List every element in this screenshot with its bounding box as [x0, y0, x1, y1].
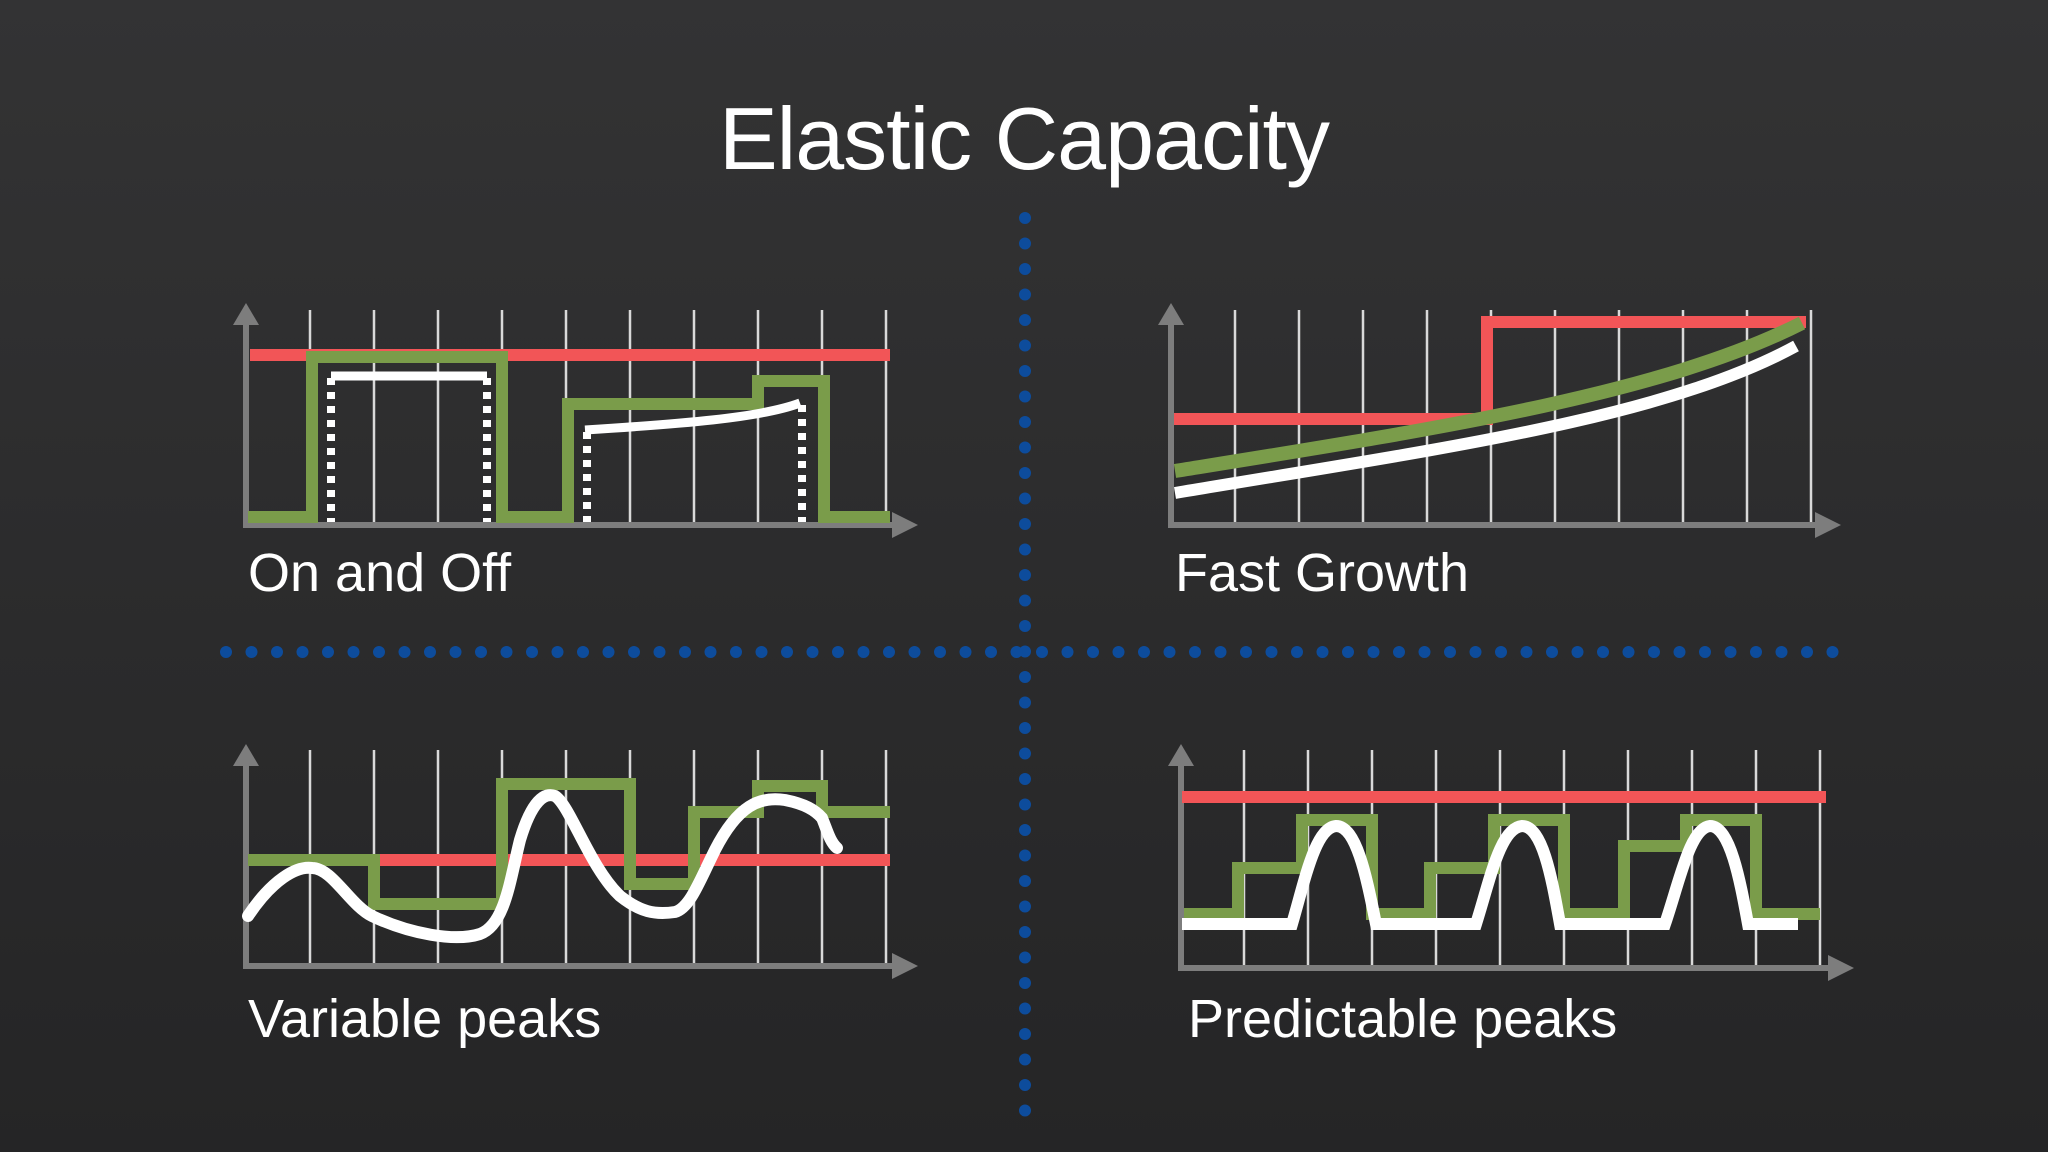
y-axis-arrow-icon — [1158, 303, 1184, 325]
demand-line — [327, 371, 806, 522]
elastic-capacity-line — [1173, 316, 1806, 478]
demand-line — [242, 789, 843, 944]
x-axis-arrow-icon — [1815, 512, 1841, 538]
panel-variable-peaks — [233, 744, 918, 979]
x-axis-arrow-icon — [892, 512, 918, 538]
x-axis-arrow-icon — [892, 953, 918, 979]
panel-label-fast-growth: Fast Growth — [1175, 543, 1470, 603]
panel-label-on-and-off: On and Off — [248, 543, 512, 603]
elastic-capacity-line — [248, 778, 890, 910]
elastic-capacity-line — [248, 351, 890, 523]
x-axis-arrow-icon — [1828, 955, 1854, 981]
y-axis-arrow-icon — [233, 744, 259, 766]
fixed-capacity-line — [1174, 316, 1806, 425]
demand-line — [1174, 340, 1799, 499]
chart-axes — [233, 303, 918, 538]
chart-axes — [233, 744, 918, 979]
chart-axes — [1168, 744, 1854, 981]
panel-fast-growth — [1158, 303, 1841, 538]
panel-label-variable-peaks: Variable peaks — [248, 989, 602, 1049]
panel-label-predictable-peaks: Predictable peaks — [1188, 989, 1618, 1049]
y-axis-arrow-icon — [1168, 744, 1194, 766]
elastic-capacity-line — [1184, 814, 1820, 920]
slide-title: Elastic Capacity — [718, 89, 1330, 188]
panel-on-and-off — [233, 303, 918, 538]
panel-predictable-peaks — [1168, 744, 1854, 981]
y-axis-arrow-icon — [233, 303, 259, 325]
chart-axes — [1158, 303, 1841, 538]
demand-line — [1182, 819, 1798, 930]
